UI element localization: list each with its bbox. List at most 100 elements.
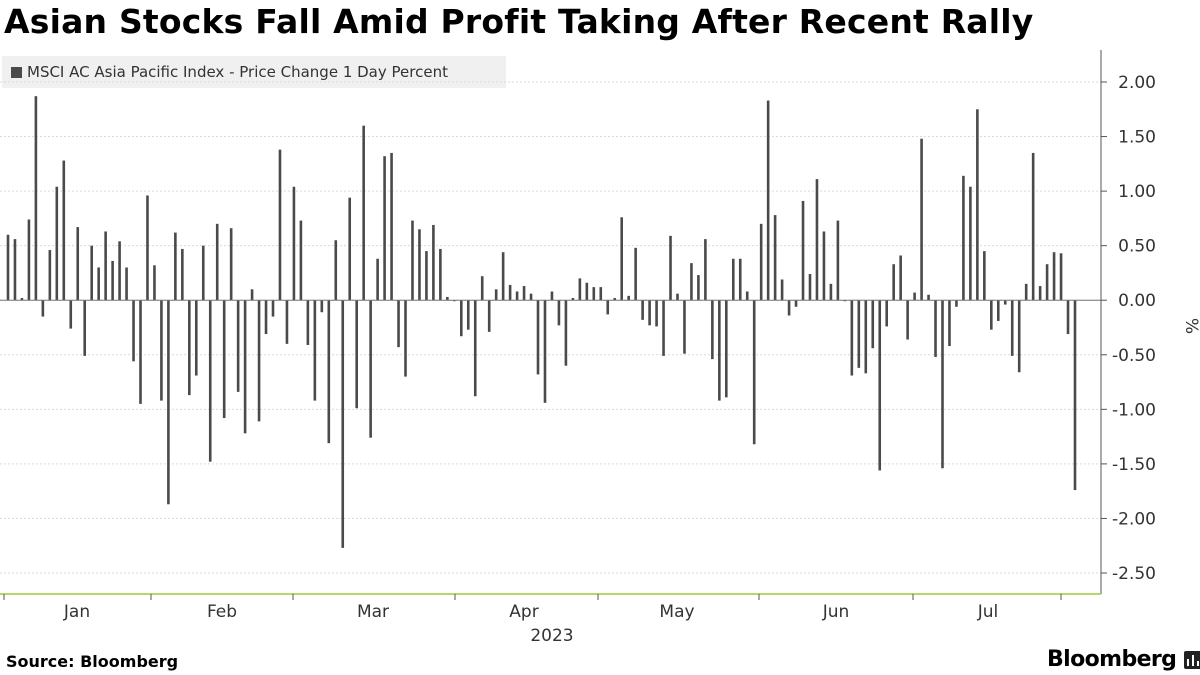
data-bar — [773, 215, 777, 301]
data-bar — [711, 300, 714, 360]
data-bar — [76, 227, 80, 301]
data-bar — [850, 300, 854, 376]
x-tick-label: Feb — [207, 602, 237, 622]
data-bar — [1017, 300, 1021, 373]
y-tick-label: 0.50 — [1118, 237, 1156, 257]
data-bar — [599, 287, 603, 301]
data-bar — [48, 250, 52, 301]
data-bar — [508, 284, 512, 301]
data-bar — [160, 300, 163, 401]
data-bar — [313, 300, 317, 401]
data-bar — [606, 300, 610, 315]
y-tick-label: 0.00 — [1118, 291, 1156, 311]
data-bar — [501, 252, 505, 301]
data-bar — [962, 175, 965, 301]
data-bar — [662, 300, 665, 356]
data-bar — [676, 293, 679, 301]
data-bar — [822, 231, 826, 301]
data-bar — [648, 300, 651, 326]
y-tick-label: -1.00 — [1112, 400, 1156, 420]
data-bar — [557, 300, 561, 326]
data-bar — [383, 156, 386, 301]
data-bar — [655, 300, 658, 327]
data-bar — [690, 263, 693, 301]
data-bar — [878, 300, 882, 471]
data-bar — [550, 291, 554, 301]
data-bar — [425, 251, 428, 301]
data-bar — [899, 255, 902, 301]
data-bar — [278, 149, 282, 301]
data-bar — [306, 300, 310, 345]
data-bar — [222, 300, 226, 419]
data-bar — [320, 300, 324, 313]
bloomberg-logo: Bloomberg — [1047, 647, 1200, 672]
data-bar — [522, 286, 526, 301]
y-tick-label: 2.00 — [1118, 73, 1156, 93]
data-bar — [153, 265, 156, 301]
data-bar — [969, 186, 972, 301]
data-bar — [731, 258, 735, 301]
data-bar — [564, 300, 568, 366]
data-bar — [697, 275, 700, 301]
data-bar — [236, 300, 240, 392]
data-bar — [466, 300, 470, 330]
data-bar — [34, 96, 38, 301]
x-tick-label: Jan — [63, 602, 90, 622]
data-bar — [780, 279, 784, 301]
data-bar — [369, 300, 372, 438]
x-year-label: 2023 — [530, 626, 573, 646]
data-bar — [55, 186, 59, 301]
data-bar — [257, 300, 261, 422]
data-bar — [41, 300, 45, 317]
data-bar — [885, 300, 889, 327]
chart-legend: MSCI AC Asia Pacific Index - Price Chang… — [2, 56, 506, 88]
data-bar — [641, 300, 644, 320]
data-bar — [439, 248, 442, 301]
data-bar — [801, 200, 805, 301]
data-bar — [418, 229, 421, 301]
data-bar — [181, 248, 184, 301]
data-bar — [613, 298, 617, 301]
data-bar — [864, 300, 868, 374]
data-bar — [829, 283, 833, 301]
data-bar — [97, 267, 100, 301]
data-bar — [1031, 152, 1035, 301]
data-bar — [669, 235, 672, 301]
x-tick-label: Jul — [977, 602, 999, 622]
data-bar — [836, 220, 840, 301]
data-bar — [62, 160, 66, 301]
data-bar — [683, 300, 686, 354]
data-bar — [404, 300, 407, 377]
data-bar — [215, 223, 219, 301]
data-bar — [745, 291, 749, 301]
data-bar — [494, 289, 498, 301]
x-tick-label: Apr — [509, 602, 538, 622]
data-bar — [480, 276, 484, 301]
data-bar — [515, 291, 519, 301]
legend-swatch — [11, 66, 22, 78]
chart-title: Asian Stocks Fall Amid Profit Taking Aft… — [4, 2, 1034, 41]
data-bar — [139, 300, 142, 404]
data-bar — [620, 217, 623, 301]
data-bar — [125, 267, 128, 301]
y-tick-label: 1.50 — [1118, 128, 1156, 148]
data-bar — [487, 300, 491, 332]
data-bar — [571, 298, 575, 301]
data-bar — [397, 300, 400, 348]
y-tick-label: -2.00 — [1112, 509, 1156, 529]
data-bar — [815, 179, 819, 301]
data-bar — [271, 300, 275, 317]
data-bar — [13, 239, 17, 301]
data-bar — [725, 300, 728, 398]
data-bar — [948, 300, 951, 347]
data-bar — [1010, 300, 1014, 356]
data-bar — [1052, 252, 1056, 301]
data-bar — [174, 232, 177, 301]
data-bar — [446, 296, 449, 301]
data-bar — [752, 300, 756, 445]
data-bar — [69, 300, 73, 329]
data-bar — [759, 223, 763, 301]
data-bar — [348, 197, 352, 301]
data-bar — [857, 300, 861, 368]
